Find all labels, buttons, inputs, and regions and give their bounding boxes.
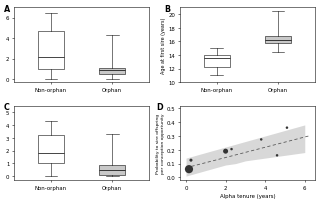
Text: C: C <box>4 103 10 112</box>
Text: B: B <box>164 5 170 14</box>
PathPatch shape <box>38 135 64 164</box>
Point <box>223 150 228 153</box>
Point <box>188 159 194 162</box>
PathPatch shape <box>38 32 64 69</box>
Y-axis label: Probability to sire offspring
per conception opportunity: Probability to sire offspring per concep… <box>156 113 165 173</box>
PathPatch shape <box>265 37 291 43</box>
Text: D: D <box>156 103 163 112</box>
Point <box>187 168 192 171</box>
PathPatch shape <box>100 68 125 74</box>
Point <box>229 148 234 151</box>
Y-axis label: Age at first sire (years): Age at first sire (years) <box>161 17 166 73</box>
X-axis label: Alpha tenure (years): Alpha tenure (years) <box>220 194 275 199</box>
Point <box>275 154 280 157</box>
PathPatch shape <box>100 165 125 175</box>
PathPatch shape <box>204 55 230 68</box>
Point <box>259 138 264 141</box>
Point <box>284 126 290 130</box>
Text: A: A <box>4 5 10 14</box>
